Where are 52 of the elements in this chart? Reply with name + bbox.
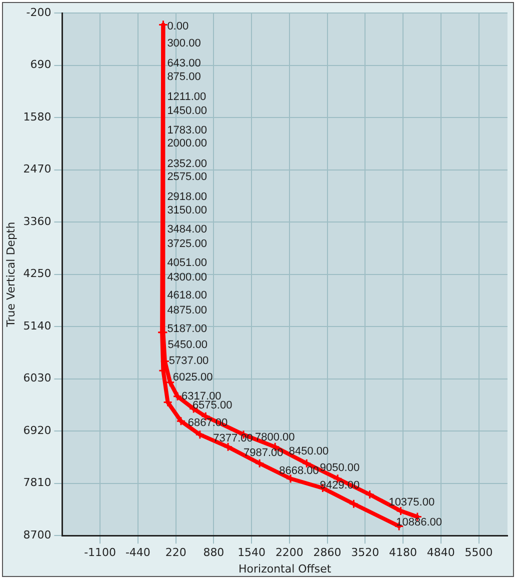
y-tick-label: 7810: [23, 476, 52, 490]
y-tick-label: 1580: [23, 110, 52, 124]
annotation: 9050.00: [320, 462, 360, 474]
annotation: 1211.00: [167, 91, 206, 103]
annotation: 10886.00: [396, 516, 442, 529]
y-tick-label: 5140: [23, 319, 52, 332]
annotation: 1783.00: [167, 124, 207, 136]
x-tick-label: 3520: [351, 546, 380, 560]
annotation: 2000.00: [167, 137, 207, 150]
x-tick-label: 2860: [313, 546, 342, 560]
annotation: 3725.00: [167, 238, 207, 250]
x-tick-label: 2200: [275, 546, 304, 560]
y-tick-label: -200: [26, 6, 52, 19]
annotation: 643.00: [167, 58, 201, 70]
y-tick-label: 4250: [23, 267, 52, 280]
x-tick-label: 880: [203, 546, 224, 560]
annotation: 875.00: [167, 71, 201, 84]
x-tick-label: 4840: [426, 546, 455, 560]
y-tick-label: 3360: [23, 214, 52, 228]
annotation: 8450.00: [288, 446, 329, 458]
y-tick-label: 8700: [23, 528, 52, 542]
x-tick-label: 4180: [389, 546, 418, 560]
x-axis-title: Horizontal Offset: [238, 562, 332, 576]
annotation: 6025.00: [172, 372, 213, 384]
annotation: 10375.00: [388, 496, 435, 509]
x-tick-label: 220: [165, 546, 186, 560]
annotation: 7800.00: [254, 432, 295, 444]
annotation: 5737.00: [168, 355, 209, 368]
annotation: 300.00: [167, 38, 201, 50]
annotation: 4875.00: [167, 304, 207, 317]
annotation: 1450.00: [167, 105, 207, 118]
y-tick-label: 6030: [23, 372, 52, 385]
y-axis-title: True Vertical Depth: [4, 222, 18, 328]
x-tick-label: -440: [125, 546, 150, 560]
annotation: 3484.00: [167, 224, 207, 236]
annotation: 5450.00: [168, 338, 208, 351]
x-tick-label: 5500: [464, 546, 493, 560]
annotation: 4300.00: [167, 271, 207, 284]
annotation: 4051.00: [167, 257, 207, 270]
annotation: 0.00: [167, 20, 189, 33]
annotation: 5187.00: [167, 322, 207, 335]
annotation: 6575.00: [192, 399, 232, 412]
y-tick-label: 6920: [23, 424, 52, 437]
annotation: 2918.00: [167, 190, 207, 203]
y-tick-label: 690: [30, 58, 52, 72]
annotation: 4618.00: [167, 289, 207, 302]
y-tick-label: 2470: [23, 162, 52, 176]
x-tick-label: 1540: [238, 546, 266, 560]
x-tick-label: -1100: [84, 546, 116, 560]
annotation: 2352.00: [167, 158, 207, 170]
annotation: 3150.00: [167, 204, 207, 216]
annotation: 2575.00: [167, 170, 207, 183]
